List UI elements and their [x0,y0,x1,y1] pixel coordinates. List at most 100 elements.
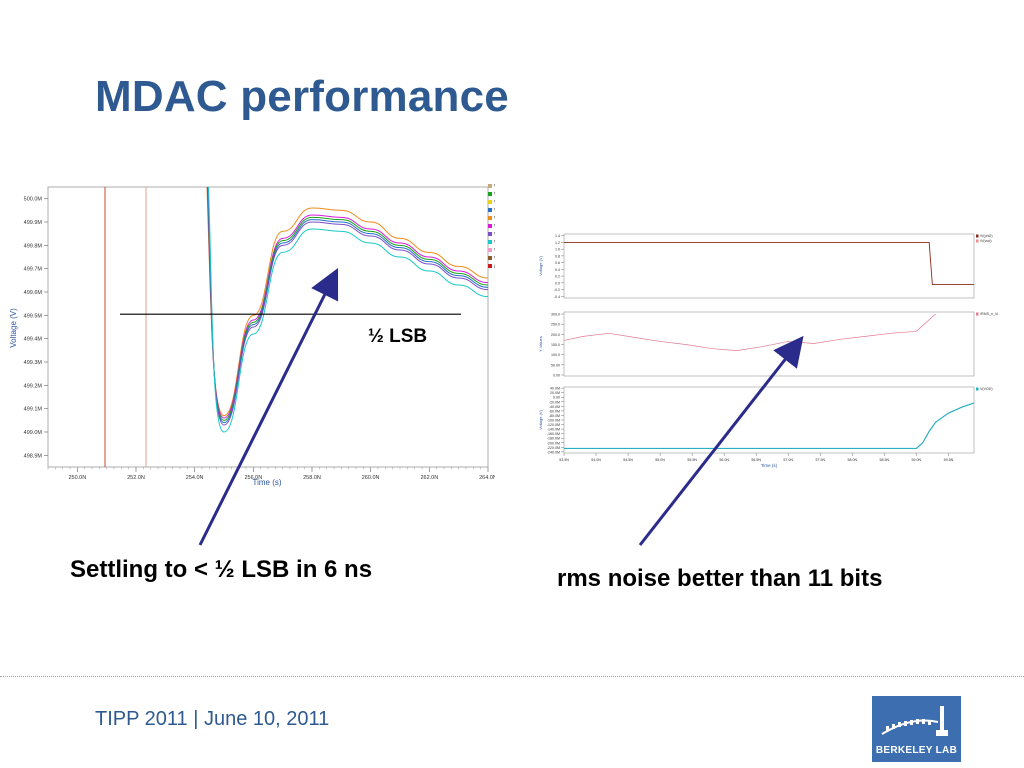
vod-panel-y-tick-label: -120.0M [547,423,560,427]
vod-panel-trace [564,402,975,450]
noise-caption: rms noise better than 11 bits [557,565,883,592]
settling-y-tick-label: 499.2M [24,383,43,389]
noise-chart-stack: 1.4 1.2 1.0 0.8 0.6 0.4 0.2 0.0 -0.2 -0.4 Voltage … [538,233,998,468]
footer-text: TIPP 2011 | June 10, 2011 [95,708,330,730]
phi2-panel-y-tick-label: 1.0 [555,248,560,252]
half-lsb-annotation: ½ LSB [368,326,427,347]
vod-panel-y-tick-label: -220.0M [547,446,560,450]
vod-panel-y-tick-label: -160.0M [547,432,560,436]
phi2-panel-legend-swatch [976,234,979,238]
settling-legend-label: V(VOP,VON) [494,232,495,238]
settling-y-tick-label: 499.1M [24,407,43,413]
vod-panel-y-tick-label: 20.0M [550,391,560,395]
vod-panel-y-tick-label: -140.0M [547,428,560,432]
settling-x-tick-label: 264.0N [479,475,495,481]
settling-legend-label: /V(phi2) [494,264,495,270]
settling-legend-swatch [488,192,492,196]
rms-noise-panel-y-axis-label: Y Values [538,336,543,352]
berkeley-lab-logo: BERKELEY LAB [872,696,961,762]
vod-panel-x-tick-label: 56.0N [719,458,729,462]
settling-y-tick-label: 499.9M [24,220,43,226]
phi2-panel-y-tick-label: 0.8 [555,254,560,258]
vod-panel-x-tick-label: 57.5N [815,458,825,462]
settling-x-tick-label: 252.0N [127,475,145,481]
settling-y-tick-label: 500.0M [24,197,43,203]
settling-waveform [208,186,489,433]
settling-x-tick-label: 260.0N [362,475,380,481]
settling-caption: Settling to < ½ LSB in 6 ns [70,556,373,583]
vod-panel-y-tick-label: 40.0M [550,387,560,391]
rms-noise-panel-y-tick-label: 300.0 [551,313,560,317]
settling-x-tick-label: 250.0N [68,475,86,481]
vod-panel-legend-label: V(VOD) [980,387,993,391]
vod-panel-x-tick-label: 53.5N [559,458,569,462]
phi2-panel-y-tick-label: -0.4 [554,295,560,299]
settling-legend-label: V(VOP,VON) [494,256,495,262]
settling-legend-label: V(VOP,VON)_5 [494,216,495,222]
rms-noise-panel-trace [563,313,936,351]
settling-x-tick-label: 258.0N [303,475,321,481]
settling-y-tick-label: 499.0M [24,430,43,436]
settling-y-tick-label: 499.5M [24,313,43,319]
settling-y-tick-label: 499.8M [24,243,43,249]
phi2-panel-legend-label: /V(vod) [980,239,992,243]
settling-x-tick-label: 254.0N [186,475,204,481]
vod-panel-x-tick-label: 56.5N [751,458,761,462]
settling-waveform [207,186,489,426]
settling-waveform [206,186,489,417]
settling-legend-swatch [488,264,492,268]
vod-panel-x-axis-label: Time (s) [761,463,778,468]
phi2-panel-y-axis-label: Voltage (V) [538,255,543,275]
phi2-panel-trace [564,241,974,285]
rms-noise-panel-y-tick-label: 250.0 [551,323,560,327]
rms-noise-panel-y-tick-label: 50.00 [551,363,560,367]
vod-panel-x-tick-label: 54.5N [623,458,633,462]
vod-panel-x-tick-label: 55.5N [687,458,697,462]
vod-panel-x-tick-label: 58.5N [880,458,890,462]
vod-panel-y-tick-label: -80.0M [549,414,560,418]
vod-panel-x-tick-label: 59.5N [944,458,954,462]
phi2-panel-legend-label: /V(phi2) [980,234,993,238]
settling-legend-swatch [488,200,492,204]
settling-legend-swatch [488,240,492,244]
vod-panel-y-tick-label: -40.0M [549,405,560,409]
settling-y-tick-label: 499.3M [24,360,43,366]
rms-noise-panel-y-tick-label: 200.0 [551,333,560,337]
vod-panel-y-tick-label: -180.0M [547,437,560,441]
phi2-panel-y-tick-label: 0.6 [555,261,560,265]
phi2-panel-y-tick-label: 0.0 [555,281,560,285]
phi2-panel-y-tick-label: 0.2 [555,275,560,279]
settling-legend-label: V(VOP,VON)_2 [494,192,495,198]
vod-panel-x-tick-label: 54.0N [591,458,601,462]
vod-panel-y-tick-label: -200.0M [547,441,560,445]
settling-legend-swatch [488,248,492,252]
settling-arrow [198,267,339,546]
rms-noise-panel-frame [563,311,975,377]
settling-legend-swatch [488,232,492,236]
noise-arrow [638,335,804,546]
vod-panel-y-tick-label: -20.0M [549,400,560,404]
settling-legend-label: V(VOP,VON) [494,248,495,254]
settling-y-tick-label: 499.4M [24,337,43,343]
rms-noise-panel-y-tick-label: 100.0 [551,353,560,357]
settling-legend-label: V(VOP,VON) [494,240,495,246]
rms-noise-panel-legend-label: /RMS_n_V(vod) [980,312,998,316]
vod-panel-y-tick-label: 0.00 [553,396,560,400]
phi2-panel-y-tick-label: 1.2 [555,241,560,245]
vod-panel-y-tick-label: -240.0M [547,450,560,454]
phi2-panel-frame [563,233,975,299]
rms-noise-panel-legend-swatch [976,312,979,316]
settling-y-axis-label: Voltage (V) [9,308,18,348]
settling-legend-label: V(VOP,VON)_3 [494,200,495,206]
settling-legend-label: V(VOP,VON)_1 [494,184,495,190]
settling-waveform [206,186,489,419]
settling-legend-swatch [488,184,492,188]
settling-waveform [207,186,489,424]
vod-panel-frame [563,386,975,454]
settling-y-tick-label: 498.9M [24,453,43,459]
vod-panel-x-tick-label: 58.0N [847,458,857,462]
phi2-panel-y-tick-label: 0.4 [555,268,560,272]
vod-panel-y-tick-label: -60.0M [549,409,560,413]
page-title: MDAC performance [95,72,509,121]
